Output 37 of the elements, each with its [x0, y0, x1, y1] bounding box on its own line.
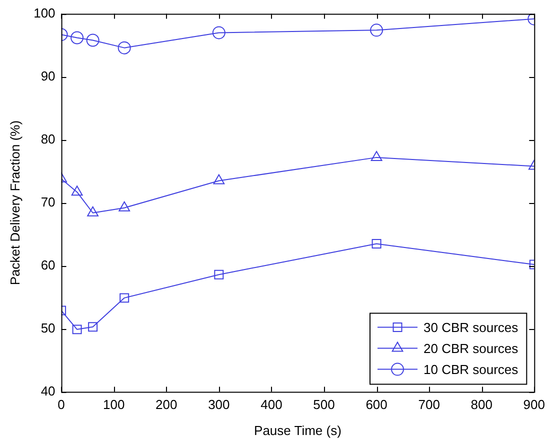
point — [87, 206, 99, 216]
x-axis-title: Pause Time (s) — [254, 422, 342, 438]
y-tick-label: 90 — [40, 68, 56, 84]
point — [370, 150, 382, 161]
point — [370, 24, 384, 37]
x-tick-label: 0 — [58, 397, 65, 412]
point — [212, 26, 226, 40]
x-tick-label: 200 — [156, 397, 178, 412]
point — [72, 324, 82, 334]
x-tick-label: 700 — [418, 397, 440, 412]
legend-label: 30 CBR sources — [424, 320, 519, 335]
y-tick-label: 50 — [40, 320, 56, 336]
y-tick-label: 40 — [40, 383, 56, 398]
legend-label: 20 CBR sources — [424, 340, 519, 356]
x-tick-label: 600 — [366, 397, 388, 412]
y-tick-label: 60 — [40, 257, 56, 272]
x-tick-label: 100 — [102, 397, 125, 412]
point — [71, 186, 83, 196]
y-tick-label: 80 — [40, 131, 56, 146]
x-tick-label: 800 — [470, 397, 492, 412]
y-axis-title: Packet Delivery Fraction (%) — [7, 120, 22, 286]
point — [70, 31, 84, 44]
point — [118, 41, 131, 54]
point — [214, 270, 224, 280]
point — [118, 201, 130, 212]
x-tick-label: 300 — [208, 397, 230, 412]
point — [120, 293, 130, 303]
point — [372, 239, 382, 248]
legend-label: 10 CBR sources — [424, 362, 519, 377]
x-tick-label: 900 — [523, 397, 546, 412]
point — [86, 34, 100, 47]
x-tick-label: 400 — [260, 397, 282, 412]
point — [213, 174, 225, 184]
y-tick-label: 100 — [34, 5, 56, 20]
y-tick-label: 70 — [40, 194, 56, 210]
point — [88, 322, 98, 332]
x-tick-label: 500 — [313, 397, 335, 412]
